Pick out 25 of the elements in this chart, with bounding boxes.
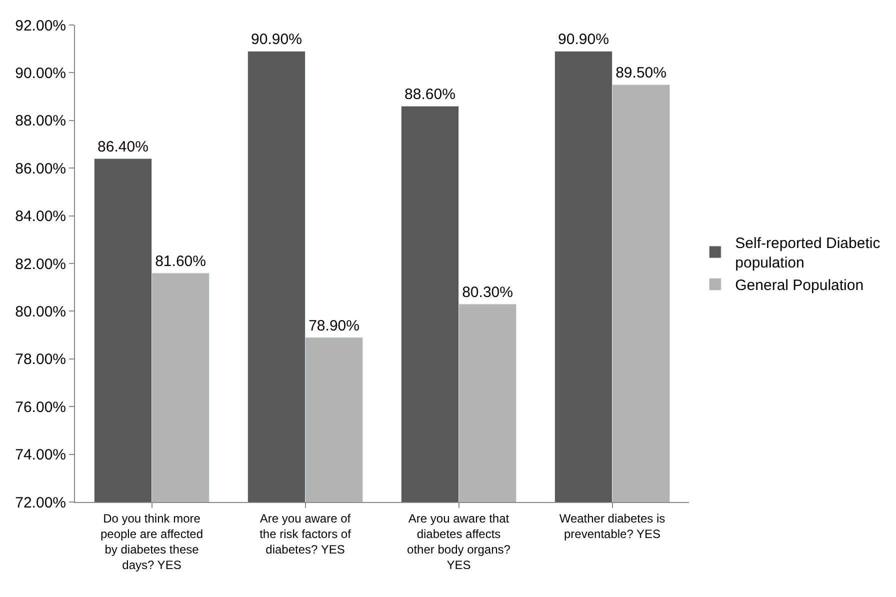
y-tick-label: 86.00% [15,160,66,178]
data-label: 90.90% [251,31,302,48]
y-tick-label: 72.00% [15,494,66,512]
y-tick-label: 78.00% [15,351,66,368]
data-label: 86.40% [98,138,148,156]
data-label: 90.90% [558,31,609,48]
data-label: 81.60% [155,253,206,270]
y-tick-label: 82.00% [15,256,66,273]
data-label: 88.60% [404,86,456,104]
y-tick-label: 74.00% [15,446,66,464]
y-tick-label: 90.00% [15,64,66,82]
legend-label: Self-reported Diabetic population [735,235,881,272]
data-label: 89.50% [616,64,666,82]
y-tick-label: 88.00% [15,112,66,130]
data-label: 80.30% [462,284,513,302]
data-label: 78.90% [308,317,360,334]
x-tick-label: Weather diabetes is preventable? YES [559,511,666,541]
y-tick-label: 80.00% [15,303,66,320]
x-tick-label: Do you think more people are affected by diabetes these days? YES [100,511,204,572]
y-tick-label: 84.00% [15,208,66,226]
x-tick-label: Are you aware that diabetes affects other body organs? YES [407,511,511,572]
legend-label: General Population [735,277,864,294]
y-tick-label: 92.00% [15,17,66,34]
y-tick-label: 76.00% [15,398,66,416]
x-tick-label: Are you aware of the risk factors of diabetes? YES [260,511,352,557]
